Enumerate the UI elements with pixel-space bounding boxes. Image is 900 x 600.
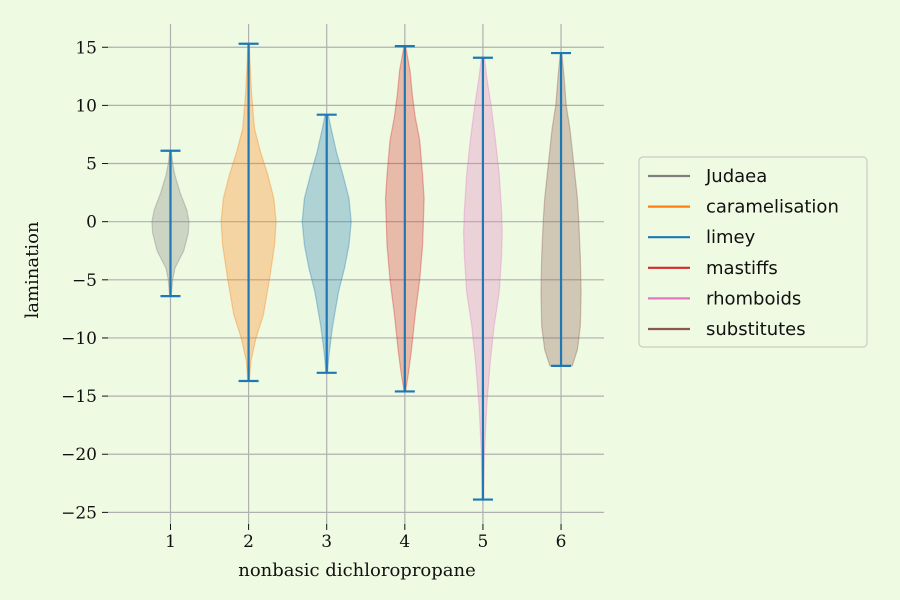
y-tick-label: −20 [61, 445, 97, 465]
legend-label: mastiffs [706, 258, 778, 279]
x-axis-label: nonbasic dichloropropane [238, 560, 476, 581]
x-tick-label: 2 [243, 532, 254, 552]
y-tick-label: 0 [86, 213, 97, 233]
legend-label: limey [706, 227, 756, 248]
legend-label: substitutes [706, 319, 806, 340]
y-axis-ticks: 15 10 5 0 −5 −10 −15 −20 −25 [61, 38, 108, 523]
legend: Judaea caramelisation limey mastiffs rhomboi… [638, 156, 868, 348]
y-tick-label: 10 [75, 96, 97, 116]
y-axis-label: lamination [22, 221, 43, 318]
x-axis-ticks: 1 2 3 4 5 6 [165, 524, 566, 552]
violins [151, 43, 582, 501]
y-tick-label: 5 [86, 155, 97, 175]
x-tick-label: 3 [321, 532, 332, 552]
y-tick-label: −10 [61, 329, 97, 349]
x-tick-label: 5 [478, 532, 489, 552]
legend-entries: Judaea caramelisation limey mastiffs rhomboi… [648, 166, 839, 340]
grid [108, 24, 604, 524]
whiskers [160, 42, 572, 501]
legend-label: Judaea [705, 166, 767, 187]
legend-label: caramelisation [706, 197, 839, 218]
legend-label: rhomboids [706, 288, 801, 309]
y-tick-label: −5 [72, 271, 97, 291]
x-tick-label: 1 [165, 532, 176, 552]
y-tick-label: −25 [61, 503, 97, 523]
y-tick-label: −15 [61, 387, 97, 407]
legend-frame [638, 156, 868, 348]
y-tick-label: 15 [75, 38, 97, 58]
x-tick-label: 4 [399, 532, 410, 552]
x-tick-label: 6 [556, 532, 567, 552]
